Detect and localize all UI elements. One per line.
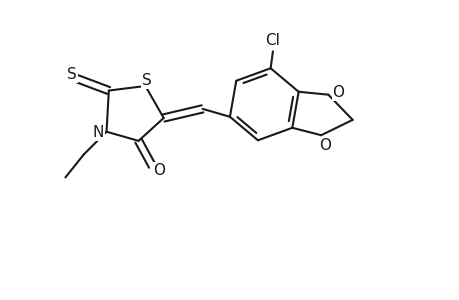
Text: O: O [318, 138, 330, 153]
Text: S: S [67, 67, 77, 82]
Text: O: O [332, 85, 344, 100]
Text: Cl: Cl [265, 33, 280, 48]
Text: N: N [92, 125, 104, 140]
Text: O: O [153, 163, 165, 178]
Text: S: S [142, 73, 151, 88]
